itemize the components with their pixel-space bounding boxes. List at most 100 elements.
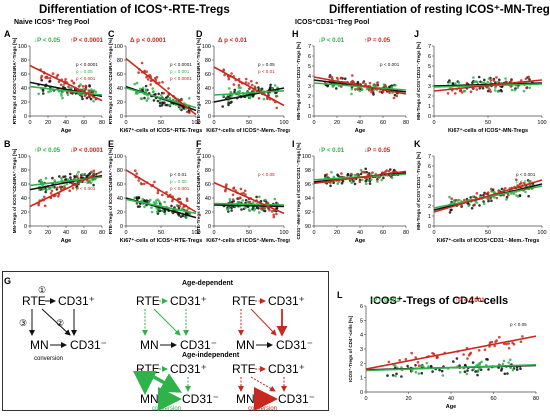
left-subtitle: Naive ICOS⁺ Treg Pool xyxy=(14,19,90,26)
data-point-a xyxy=(70,79,74,83)
x-tick-label-f: 0 xyxy=(212,230,215,236)
g-cd31p-red-2: CD31⁺ xyxy=(268,362,305,376)
data-point-b xyxy=(92,171,96,175)
y-tick-label-a: 0 xyxy=(24,114,27,120)
data-point-j xyxy=(504,77,507,80)
x-axis-label-a: Age xyxy=(61,128,71,134)
g-age-dependent: Age-dependent xyxy=(182,280,234,287)
data-point-l xyxy=(463,370,467,373)
data-point-l xyxy=(467,354,471,357)
data-point-e xyxy=(134,169,137,172)
x-axis-label-l: Age xyxy=(446,404,456,410)
data-point-k xyxy=(484,192,487,195)
data-point-l xyxy=(410,369,414,372)
p-value-d: p < 0.01 xyxy=(258,69,275,74)
x-tick-label-d: 100 xyxy=(279,120,288,126)
data-point-j xyxy=(489,90,492,93)
data-point-b xyxy=(37,188,41,191)
annotation-h: ↓P < 0.01 xyxy=(318,37,345,44)
trend-line-d-black xyxy=(213,87,285,103)
p-value-e: p < 0.001 xyxy=(170,186,190,191)
y-tick-label-h: 6 xyxy=(308,54,311,60)
trend-line-a-red xyxy=(29,64,103,102)
data-point-b xyxy=(58,185,62,189)
x-axis-label-i: Age xyxy=(355,238,365,244)
data-point-j xyxy=(513,88,517,92)
data-point-l xyxy=(414,371,418,374)
data-point-h xyxy=(370,90,373,94)
data-point-j xyxy=(498,78,501,82)
data-point-k xyxy=(497,189,500,192)
x-tick-label-f: 50 xyxy=(246,230,252,236)
data-point-b xyxy=(92,183,95,187)
y-tick-label-d: 40 xyxy=(205,86,211,92)
data-point-f xyxy=(243,189,247,193)
data-point-i xyxy=(330,170,333,174)
data-point-k xyxy=(487,199,490,203)
y-tick-label-h: 7 xyxy=(308,44,311,50)
data-point-c xyxy=(133,82,136,86)
data-point-l xyxy=(493,344,496,348)
trend-line-k-green xyxy=(433,185,543,209)
p-value-i: p < 0.001 xyxy=(380,172,400,177)
data-point-f xyxy=(268,208,271,212)
data-point-f xyxy=(270,210,274,213)
x-tick-label-a: 20 xyxy=(45,120,51,126)
data-point-l xyxy=(395,372,398,376)
data-point-c xyxy=(162,91,165,95)
x-tick-label-c: 50 xyxy=(158,120,164,126)
g-rte-green-2: RTE xyxy=(136,362,160,376)
data-point-a xyxy=(84,87,87,91)
x-tick-label-k: 100 xyxy=(537,230,546,236)
data-point-l xyxy=(458,364,461,367)
data-point-k xyxy=(473,203,476,206)
data-point-e xyxy=(178,204,181,208)
data-point-c xyxy=(163,101,166,104)
p-value-h: p < 0.001 xyxy=(380,62,400,67)
y-tick-label-i: 96 xyxy=(305,182,311,188)
y-tick-label-b: 80 xyxy=(21,168,27,174)
y-tick-label-h: 3 xyxy=(308,84,311,90)
x-tick-label-i: 80 xyxy=(403,230,409,236)
data-point-e xyxy=(135,172,138,175)
x-tick-label-e: 0 xyxy=(124,230,127,236)
data-point-k xyxy=(489,198,492,201)
data-point-c xyxy=(151,90,155,94)
data-point-i xyxy=(332,181,335,184)
data-point-c xyxy=(158,81,161,85)
data-point-k xyxy=(450,197,453,200)
trend-line-d-green xyxy=(213,90,285,96)
data-point-f xyxy=(230,206,233,210)
data-point-e xyxy=(137,179,140,182)
data-point-e xyxy=(185,216,188,219)
data-point-c xyxy=(154,76,157,80)
y-tick-label-k: 2 xyxy=(428,204,431,210)
data-point-e xyxy=(147,200,151,204)
data-point-e xyxy=(150,206,153,209)
data-point-k xyxy=(454,198,458,202)
panel-label-b: B xyxy=(4,139,11,149)
data-point-f xyxy=(228,200,232,203)
data-point-l xyxy=(502,359,506,363)
data-point-k xyxy=(505,198,508,201)
data-point-c xyxy=(138,87,142,91)
g-cd31p-green-2: CD31⁺ xyxy=(170,362,207,376)
p-value-e: p = 0.05 xyxy=(170,179,187,184)
data-point-f xyxy=(272,215,276,219)
y-tick-label-b: 0 xyxy=(24,224,27,230)
trend-line-l-green xyxy=(365,363,537,372)
data-point-j xyxy=(469,90,473,93)
p-value-l: p < 0.05 xyxy=(510,322,527,327)
y-tick-label-b: 60 xyxy=(21,182,27,188)
p-value-d: p = 0.05 xyxy=(258,62,275,67)
data-point-i xyxy=(364,182,368,186)
left-title: Differentiation of ICOS⁺-RTE-Tregs xyxy=(39,4,230,16)
data-point-f xyxy=(228,198,232,201)
data-point-j xyxy=(448,81,452,84)
data-point-e xyxy=(171,199,174,203)
x-tick-label-l: 20 xyxy=(405,396,411,402)
panel-label-g: G xyxy=(4,276,12,286)
